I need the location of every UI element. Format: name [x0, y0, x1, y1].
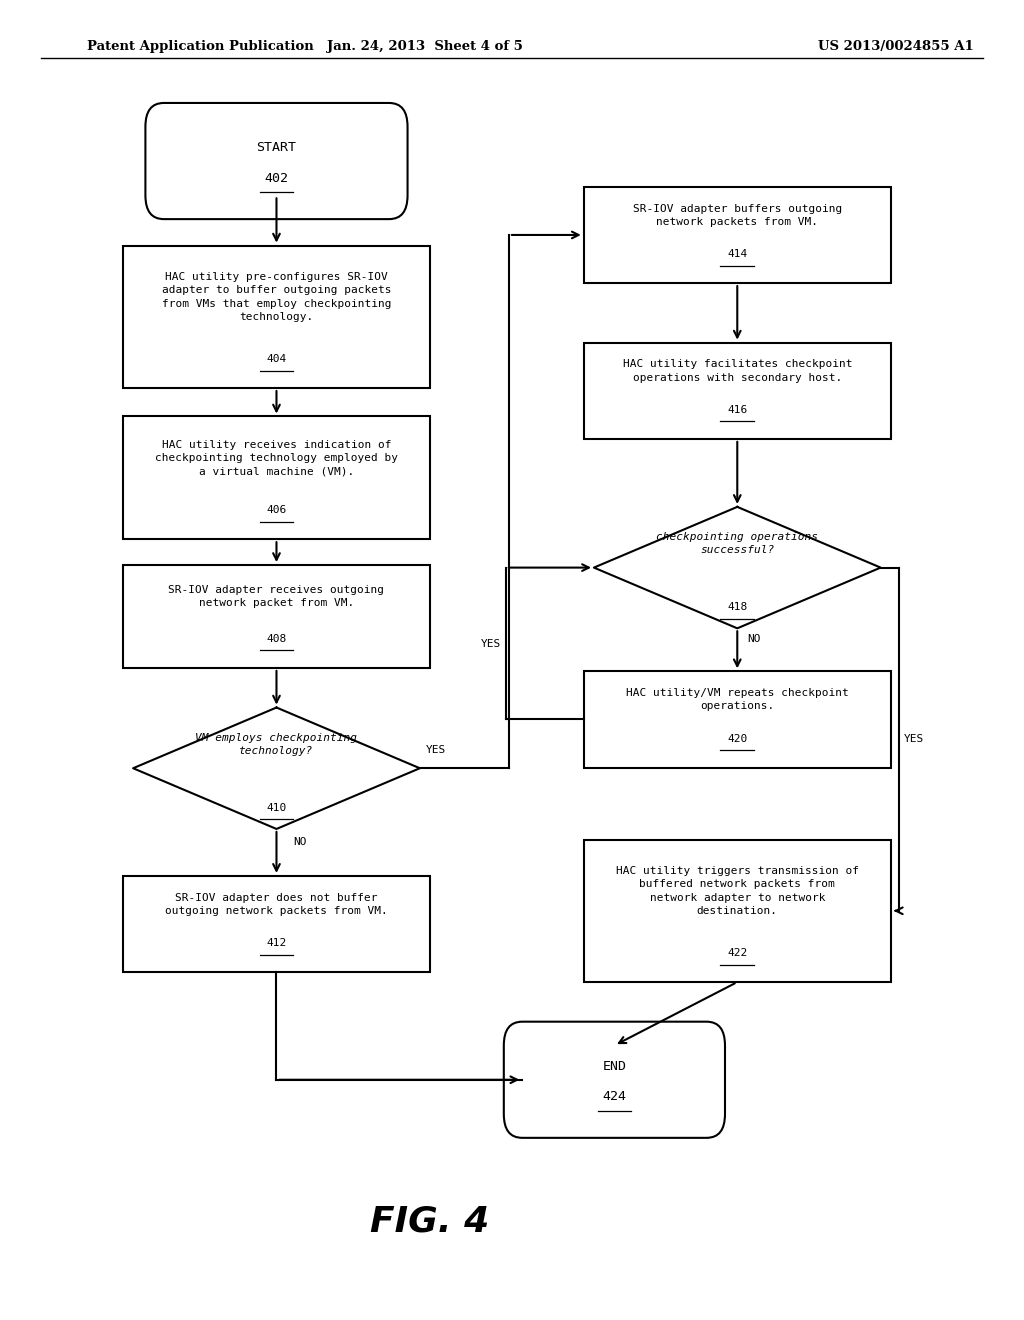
Text: 422: 422 — [727, 948, 748, 958]
Text: Jan. 24, 2013  Sheet 4 of 5: Jan. 24, 2013 Sheet 4 of 5 — [327, 40, 523, 53]
Text: 410: 410 — [266, 803, 287, 813]
Text: YES: YES — [904, 734, 925, 744]
FancyBboxPatch shape — [584, 671, 891, 767]
Text: SR-IOV adapter receives outgoing
network packet from VM.: SR-IOV adapter receives outgoing network… — [169, 585, 384, 609]
Text: 420: 420 — [727, 734, 748, 743]
FancyBboxPatch shape — [123, 876, 430, 972]
Text: YES: YES — [480, 639, 501, 648]
Text: NO: NO — [293, 837, 306, 847]
Text: HAC utility receives indication of
checkpointing technology employed by
a virtua: HAC utility receives indication of check… — [155, 440, 398, 477]
Text: END: END — [602, 1060, 627, 1073]
Text: HAC utility triggers transmission of
buffered network packets from
network adapt: HAC utility triggers transmission of buf… — [615, 866, 859, 916]
Text: 408: 408 — [266, 634, 287, 644]
Text: 412: 412 — [266, 939, 287, 948]
Text: VM employs checkpointing
technology?: VM employs checkpointing technology? — [196, 733, 357, 756]
FancyBboxPatch shape — [123, 417, 430, 539]
Text: SR-IOV adapter does not buffer
outgoing network packets from VM.: SR-IOV adapter does not buffer outgoing … — [165, 892, 388, 916]
Text: HAC utility/VM repeats checkpoint
operations.: HAC utility/VM repeats checkpoint operat… — [626, 688, 849, 711]
FancyBboxPatch shape — [145, 103, 408, 219]
Text: NO: NO — [748, 634, 761, 644]
Text: SR-IOV adapter buffers outgoing
network packets from VM.: SR-IOV adapter buffers outgoing network … — [633, 203, 842, 227]
Text: 404: 404 — [266, 354, 287, 364]
FancyBboxPatch shape — [584, 840, 891, 982]
Text: HAC utility pre-configures SR-IOV
adapter to buffer outgoing packets
from VMs th: HAC utility pre-configures SR-IOV adapte… — [162, 272, 391, 322]
Text: Patent Application Publication: Patent Application Publication — [87, 40, 313, 53]
FancyBboxPatch shape — [584, 187, 891, 284]
FancyBboxPatch shape — [504, 1022, 725, 1138]
Text: 424: 424 — [602, 1090, 627, 1104]
FancyBboxPatch shape — [123, 565, 430, 668]
Text: 416: 416 — [727, 405, 748, 414]
Text: FIG. 4: FIG. 4 — [371, 1204, 489, 1238]
Text: YES: YES — [426, 744, 446, 755]
Text: checkpointing operations
successful?: checkpointing operations successful? — [656, 532, 818, 556]
Text: 402: 402 — [264, 172, 289, 185]
Text: 406: 406 — [266, 506, 287, 515]
FancyBboxPatch shape — [584, 343, 891, 438]
FancyBboxPatch shape — [123, 246, 430, 388]
Text: 418: 418 — [727, 602, 748, 612]
Text: START: START — [256, 141, 297, 154]
Text: 414: 414 — [727, 249, 748, 259]
Text: HAC utility facilitates checkpoint
operations with secondary host.: HAC utility facilitates checkpoint opera… — [623, 359, 852, 383]
Text: US 2013/0024855 A1: US 2013/0024855 A1 — [818, 40, 974, 53]
